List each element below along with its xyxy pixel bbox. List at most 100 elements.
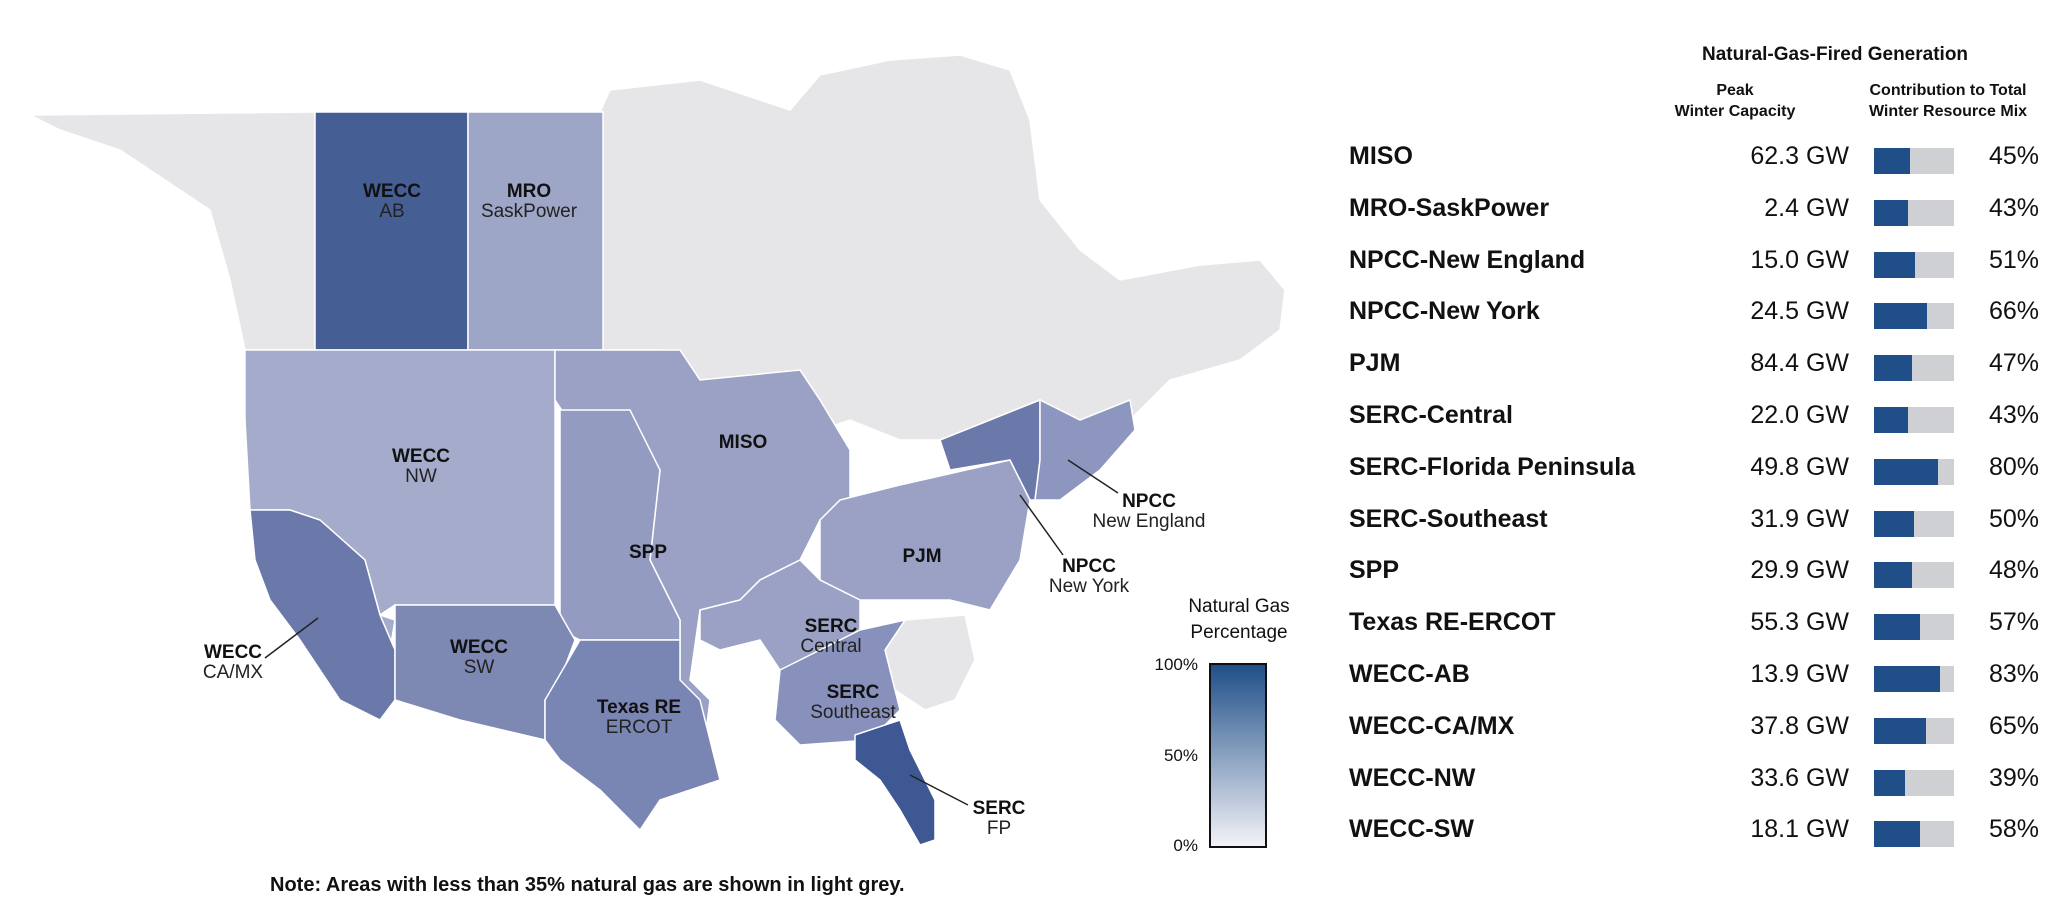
legend-tick-0: 0% [1173,836,1198,855]
row-region-name: WECC-SW [1349,815,1474,844]
row-capacity: 18.1 GW [1750,815,1849,844]
label-mro-sask-2: SaskPower [481,201,578,222]
label-serc-fp-2: FP [987,818,1011,839]
row-contribution-bar [1874,303,1954,330]
table-row: SERC-Florida Peninsula 49.8 GW 80% [1349,447,2039,487]
leader-line-npcc-ne [1067,459,1119,494]
row-contribution-fill [1874,458,1938,485]
column-header-contribution-line1: Contribution to Total [1869,82,2027,99]
legend-title-2: Percentage [1190,622,1287,643]
region-npcc-ne[interactable] [1034,398,1136,501]
row-capacity: 33.6 GW [1750,763,1849,792]
column-header-capacity-line2: Winter Capacity [1674,103,1796,120]
row-region-name: SERC-Florida Peninsula [1349,452,1636,481]
table-row: MISO 62.3 GW 45% [1349,136,2039,176]
row-contribution-percent: 83% [1988,660,2039,688]
row-contribution-percent: 58% [1988,815,2039,844]
label-texas-1: Texas RE [597,697,681,718]
table-row: SPP 29.9 GW 48% [1349,550,2039,590]
row-contribution-bar [1874,458,1954,485]
table-row: WECC-SW 18.1 GW 58% [1349,809,2039,849]
table-row: NPCC-New England 15.0 GW 51% [1349,240,2039,280]
label-serc-fp-1: SERC [973,798,1026,819]
row-capacity: 29.9 GW [1750,556,1849,585]
row-region-name: Texas RE-ERCOT [1349,608,1556,637]
row-region-name: SERC-Central [1349,401,1513,429]
row-contribution-percent: 43% [1988,193,2039,222]
row-region-name: WECC-CA/MX [1349,711,1515,740]
table-row: WECC-NW 33.6 GW 39% [1349,758,2039,798]
region-texas[interactable] [544,639,721,832]
table-row: PJM 84.4 GW 47% [1349,343,2039,383]
region-pjm[interactable] [819,459,1031,611]
region-mro-sask[interactable] [467,111,604,351]
footnote: Note: Areas with less than 35% natural g… [270,874,905,896]
label-wecc-nw-2: NW [405,466,437,487]
row-region-name: NPCC-New York [1349,297,1540,326]
row-contribution-bar [1874,510,1954,537]
row-contribution-fill [1874,666,1941,692]
region-serc-se[interactable] [774,618,907,746]
label-serc-se-2: Southeast [810,702,896,723]
row-region-name: NPCC-New England [1349,245,1586,274]
table-row: WECC-CA/MX 37.8 GW 65% [1349,706,2039,746]
label-serc-central-1: SERC [805,616,858,637]
row-capacity: 15.0 GW [1750,245,1849,274]
row-region-name: WECC-AB [1349,660,1470,688]
row-region-name: MISO [1349,142,1413,170]
region-serc-fp[interactable] [854,719,936,846]
label-serc-central-2: Central [800,636,861,657]
row-contribution-percent: 48% [1988,556,2039,585]
row-region-name: SERC-Southeast [1349,504,1548,533]
row-region-name: WECC-NW [1349,763,1476,792]
leader-line-wecc-camx [264,617,319,659]
label-serc-se-1: SERC [827,682,880,703]
row-contribution-bar [1874,821,1954,848]
row-contribution-bar [1874,717,1954,744]
row-contribution-bar [1874,199,1954,226]
label-npcc-ny-1: NPCC [1062,556,1116,577]
row-contribution-fill [1874,717,1926,744]
row-region-name: PJM [1349,349,1401,378]
leader-line-npcc-ny [1019,494,1064,556]
row-contribution-fill [1874,510,1914,537]
row-contribution-fill [1874,821,1921,848]
row-contribution-bar [1874,251,1954,278]
row-capacity: 31.9 GW [1750,504,1849,533]
label-wecc-camx-1: WECC [204,642,262,663]
label-wecc-sw-1: WECC [450,637,508,658]
row-contribution-percent: 51% [1988,245,2039,274]
row-capacity: 13.9 GW [1750,660,1849,688]
region-map: WECC AB MRO SaskPower WECC NW MISO SPP P… [29,54,1290,855]
row-capacity: 84.4 GW [1750,349,1849,378]
label-npcc-ne-2: New England [1092,511,1205,532]
row-contribution-bar [1874,148,1954,174]
legend-tick-50: 50% [1164,746,1198,765]
row-capacity: 49.8 GW [1750,452,1849,481]
column-header-contribution-line2: Winter Resource Mix [1868,103,2028,120]
row-contribution-percent: 39% [1988,763,2039,792]
legend-title-1: Natural Gas [1188,596,1289,617]
table-row: NPCC-New York 24.5 GW 66% [1349,291,2039,331]
row-contribution-fill [1874,199,1909,226]
row-contribution-fill [1874,407,1909,433]
label-miso: MISO [719,432,768,453]
row-contribution-percent: 43% [1988,401,2039,429]
label-mro-sask-1: MRO [507,181,551,202]
table-row: SERC-Central 22.0 GW 43% [1349,395,2039,435]
row-capacity: 2.4 GW [1764,193,1849,222]
row-contribution-percent: 50% [1988,504,2039,533]
column-header-contribution: Contribution to Total Winter Resource Mi… [1848,80,2048,122]
label-wecc-ab-1: WECC [363,181,421,202]
row-contribution-bar [1874,614,1954,641]
label-texas-2: ERCOT [606,717,673,738]
label-wecc-ab-2: AB [379,201,404,222]
label-npcc-ne-1: NPCC [1122,491,1176,512]
label-npcc-ny-2: New York [1049,576,1130,597]
row-contribution-fill [1874,303,1927,330]
region-wecc-ab[interactable] [314,111,469,351]
label-wecc-nw-1: WECC [392,446,450,467]
row-contribution-fill [1874,562,1913,589]
row-region-name: SPP [1349,556,1400,585]
row-contribution-percent: 47% [1988,349,2039,378]
